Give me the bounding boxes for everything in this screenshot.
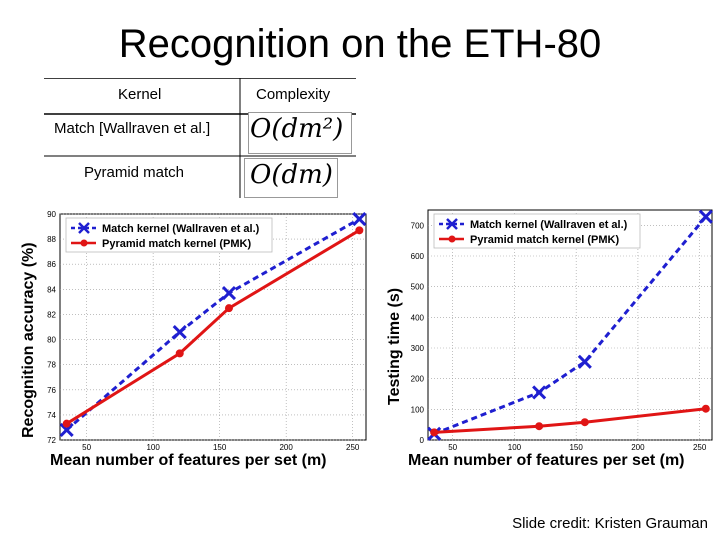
chart2-ytick-label: 400 [411, 313, 425, 322]
chart1-legend-label: Pyramid match kernel (PMK) [102, 238, 251, 250]
chart1-xtick-label: 150 [213, 443, 227, 452]
chart1-ytick-label: 78 [47, 361, 56, 370]
chart2-series-line-pmk [434, 407, 706, 434]
chart1-legend [65, 217, 273, 253]
complexity-formula-box-1 [248, 112, 352, 154]
chart2-xlabel: Mean number of features per set (m) [408, 452, 685, 469]
chart2-match-point [532, 385, 547, 400]
chart1-ytick-label: 80 [47, 336, 56, 345]
chart2-series-line-match [433, 215, 707, 436]
chart1-pmk-point [175, 349, 184, 358]
chart1-legend-label: Match kernel (Wallraven et al.) [102, 223, 260, 235]
complexity-formula-box-2 [244, 158, 338, 198]
chart2-legend-label: Pyramid match kernel (PMK) [470, 234, 619, 246]
chart2-legend-label: Match kernel (Wallraven et al.) [470, 219, 628, 231]
chart2-ytick-label: 300 [411, 344, 425, 353]
chart2-match-point [698, 209, 713, 224]
table-row-pyramid-match: Pyramid match [84, 164, 185, 181]
chart1-match-point [221, 286, 237, 301]
chart1-xlabel: Mean number of features per set (m) [50, 452, 327, 469]
chart2-ytick-label: 700 [411, 221, 425, 230]
chart2-pmk-point [701, 404, 710, 413]
chart2-xtick-label: 100 [508, 443, 522, 452]
chart2-ytick-label: 500 [411, 283, 425, 292]
chart2-ytick-label: 600 [411, 252, 425, 261]
chart1-series-line-pmk [65, 229, 361, 425]
chart2-pmk-point [535, 422, 544, 431]
chart1-match-point [59, 422, 74, 438]
chart1-pmk-point [224, 304, 233, 313]
slide-credit: Slide credit: Kristen Grauman [512, 515, 708, 532]
chart2-xtick-label: 150 [569, 443, 583, 452]
table-header-kernel: Kernel [118, 86, 162, 103]
testing-time-chart: 50 100 150 200 250 0 100 200 300 400 500 600 700 Matc… [411, 209, 713, 452]
chart1-xtick-label: 200 [279, 443, 293, 452]
chart1-ytick-label: 88 [47, 235, 56, 244]
chart1-series-line-match [65, 217, 361, 432]
chart2-ytick-label: 100 [411, 405, 425, 414]
chart1-match-point [352, 211, 367, 227]
chart2-pmk-point [430, 428, 439, 437]
complexity-match: O(dm²) [250, 114, 344, 144]
complexity-table: Kernel Complexity Match [Wallraven et al… [44, 78, 356, 198]
chart1-ytick-label: 72 [47, 436, 56, 445]
chart2-legend [433, 213, 641, 249]
slide-title: Recognition on the ETH-80 [118, 22, 602, 66]
chart2-xtick-label: 50 [448, 443, 457, 452]
chart1-match-point [172, 324, 187, 340]
chart1-ytick-label: 84 [47, 285, 56, 294]
chart1-xtick-label: 100 [146, 443, 160, 452]
chart2-pmk-point [580, 418, 589, 427]
table-row-match-kernel: Match [Wallraven et al.] [54, 120, 211, 137]
chart2-xtick-label: 250 [693, 443, 707, 452]
chart1-ytick-label: 90 [47, 210, 56, 219]
chart1-ytick-label: 82 [47, 310, 56, 319]
chart1-ytick-label: 74 [47, 411, 56, 420]
chart1-ytick-label: 76 [47, 386, 56, 395]
table-header-complexity: Complexity [256, 86, 331, 103]
chart1-pmk-point [62, 419, 71, 428]
chart1-xtick-label: 250 [346, 443, 360, 452]
chart1-ytick-label: 86 [47, 260, 56, 269]
chart2-xtick-label: 200 [631, 443, 645, 452]
chart1-pmk-point [355, 226, 364, 235]
complexity-pyramid: O(dm) [250, 160, 333, 190]
chart2-ytick-label: 200 [411, 375, 425, 384]
chart2-ytick-label: 0 [420, 436, 425, 445]
chart2-match-point [577, 354, 592, 369]
chart1-xtick-label: 50 [82, 443, 91, 452]
accuracy-chart: 50 100 150 200 250 72 74 76 78 80 82 84 86 88 90 Match … [47, 210, 367, 452]
